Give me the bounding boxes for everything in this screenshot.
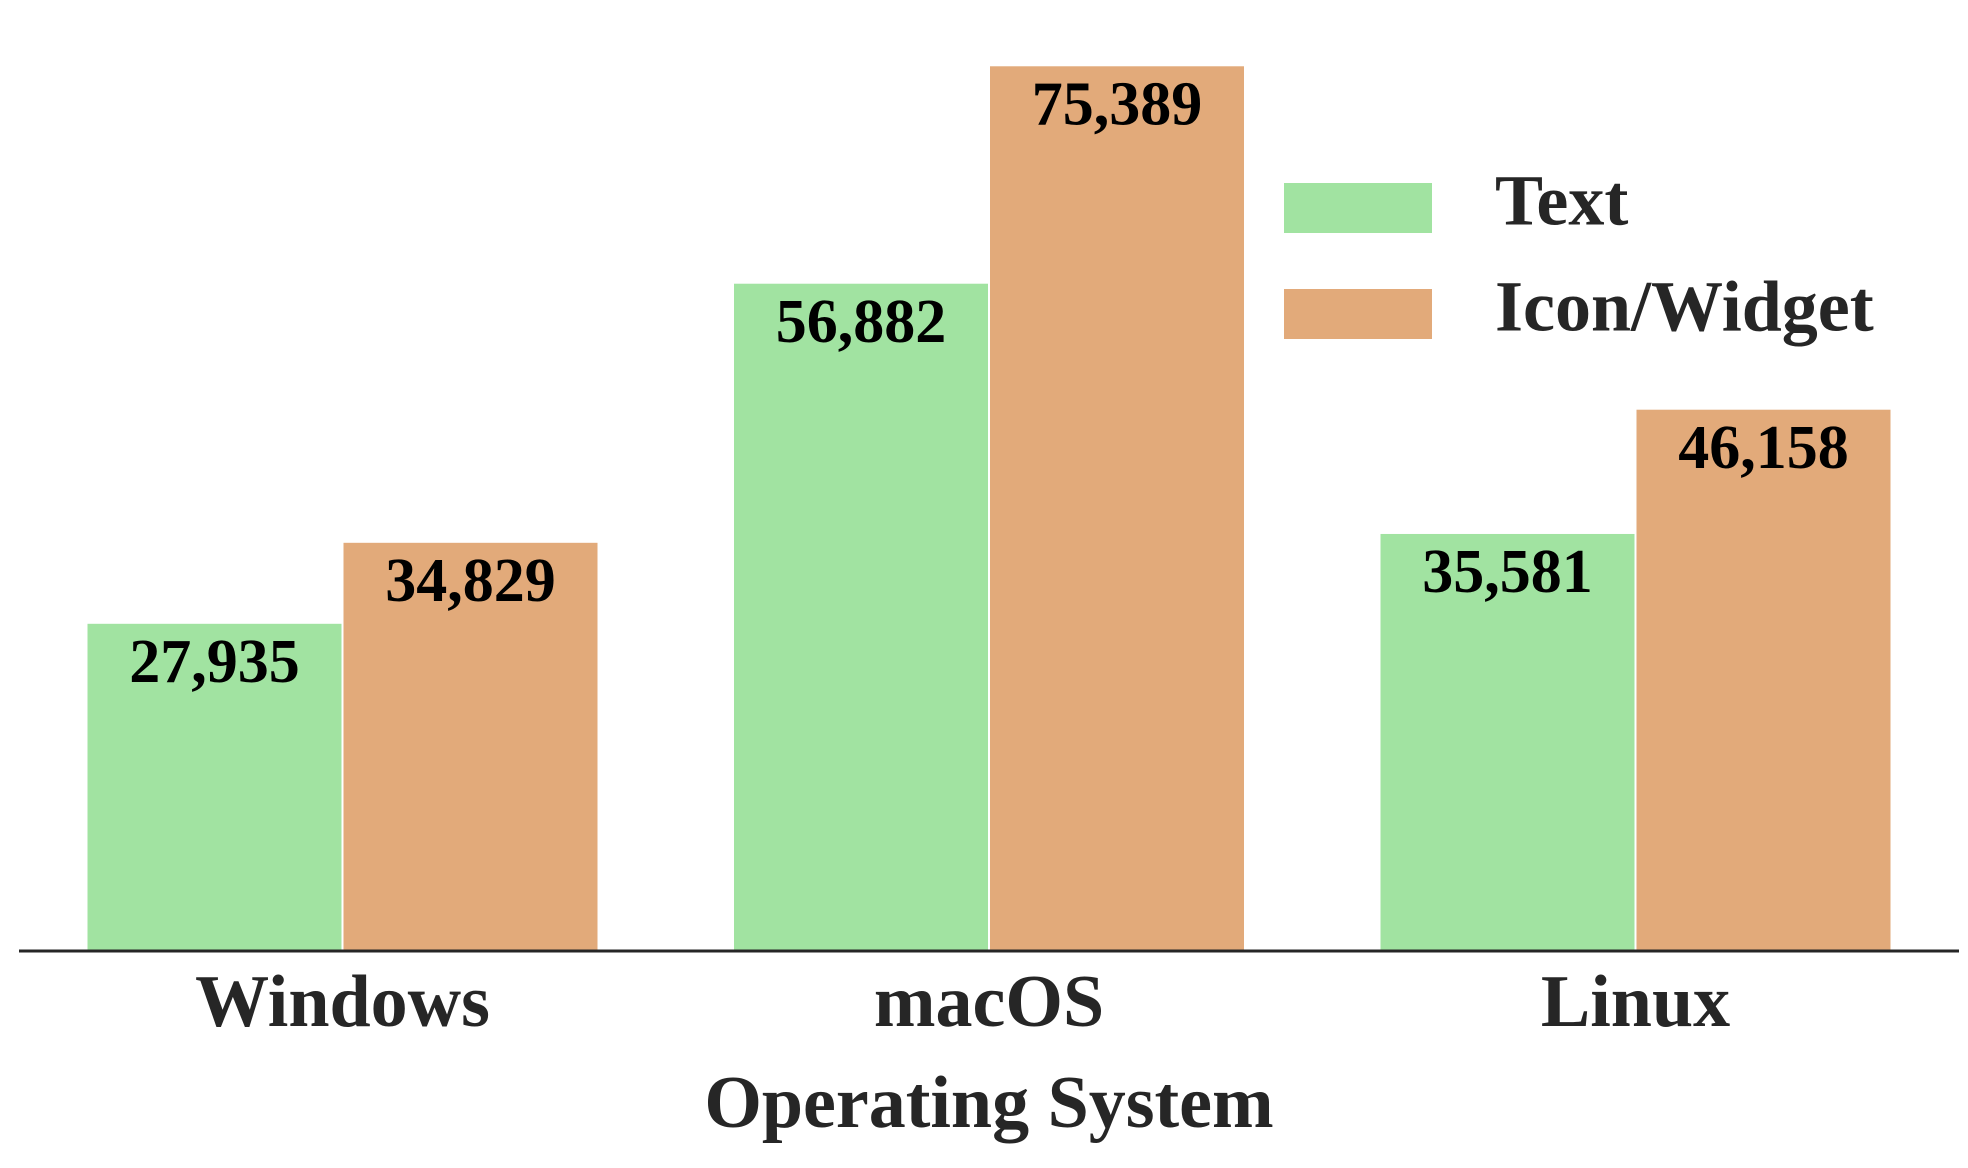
x-tick-label: Windows <box>195 961 490 1043</box>
bar <box>732 281 990 953</box>
x-tick-label: macOS <box>874 961 1104 1043</box>
legend-swatch <box>1284 183 1432 233</box>
bar <box>85 621 344 952</box>
bar <box>1634 407 1893 952</box>
value-label: 35,581 <box>1422 538 1593 606</box>
bar <box>988 64 1246 952</box>
x-tick-label: Linux <box>1541 961 1730 1043</box>
legend-swatch <box>1284 289 1432 339</box>
x-axis-label: Operating System <box>704 1062 1273 1144</box>
legend-label: Text <box>1495 161 1628 241</box>
legend-label: Icon/Widget <box>1495 267 1874 347</box>
value-label: 75,389 <box>1032 71 1203 139</box>
value-label: 56,882 <box>776 288 947 356</box>
bar <box>1378 531 1637 952</box>
value-label: 27,935 <box>129 628 300 696</box>
value-label: 46,158 <box>1678 414 1849 482</box>
bar <box>341 540 600 952</box>
value-label: 34,829 <box>385 547 556 615</box>
